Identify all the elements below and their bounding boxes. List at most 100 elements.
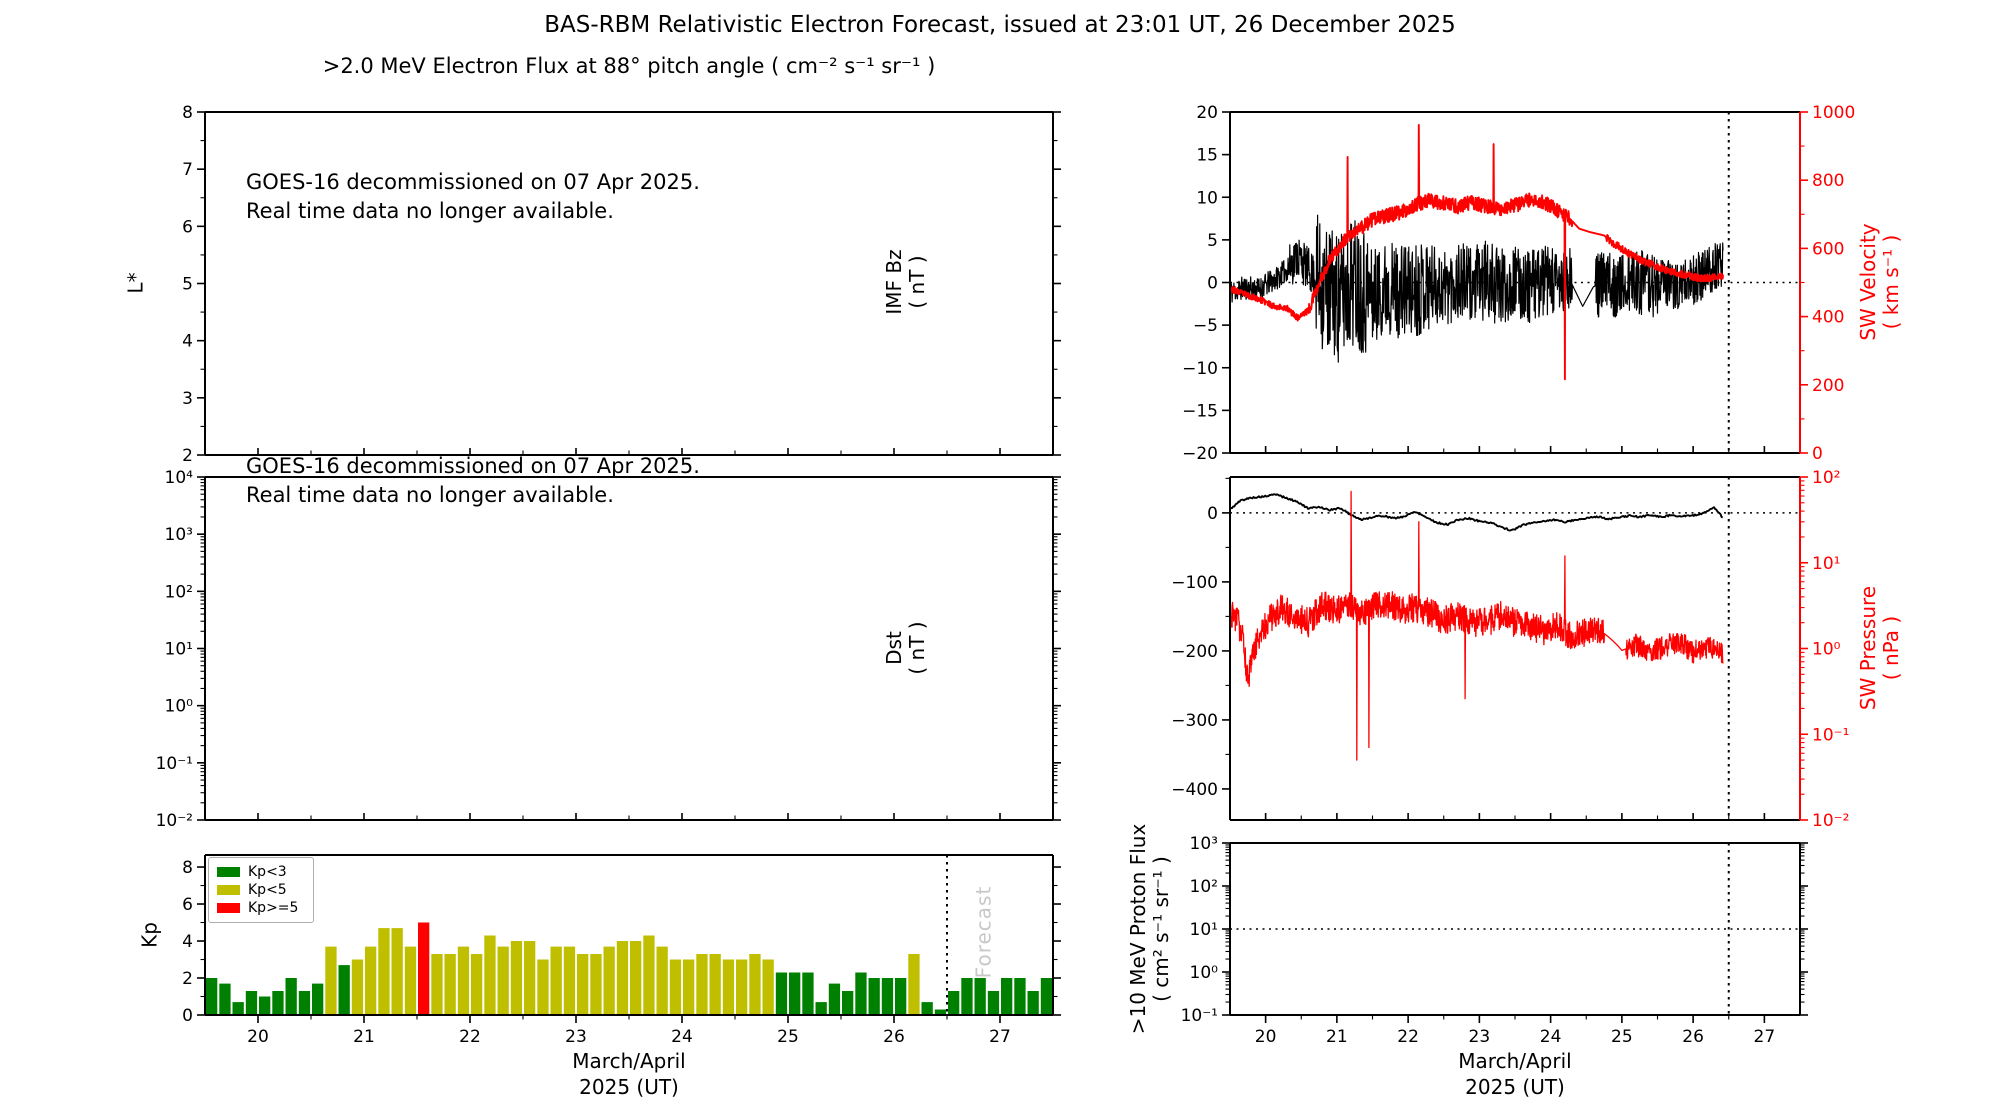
kp-bar — [272, 991, 284, 1015]
kp-bar — [789, 972, 801, 1015]
tick-label: 0 — [182, 1006, 193, 1026]
kp-bar — [365, 946, 377, 1015]
kp-bar — [749, 954, 761, 1015]
tick-label: 10⁻² — [156, 811, 193, 831]
series-sw-pressure — [1230, 490, 1724, 761]
kp-bar — [948, 991, 960, 1015]
series-imf-bz — [1230, 214, 1724, 363]
figure-title: BAS-RBM Relativistic Electron Forecast, … — [544, 12, 1456, 38]
kp-bar — [643, 935, 655, 1015]
legend-item-kp-lt3: Kp<3 — [217, 863, 305, 881]
legend-swatch-green — [217, 867, 240, 877]
kp-bar — [312, 983, 324, 1015]
tick-label: 6 — [182, 217, 193, 237]
goes16-annotation-middle: GOES-16 decommissioned on 07 Apr 2025. R… — [246, 452, 700, 510]
kp-bar — [802, 972, 814, 1015]
kp-bar — [245, 991, 258, 1015]
kp-bar — [524, 941, 536, 1015]
tick-label: −200 — [1171, 642, 1218, 662]
tick-label: 10¹ — [165, 640, 193, 660]
annotation-line: GOES-16 decommissioned on 07 Apr 2025. — [246, 170, 700, 194]
kp-bar — [1001, 978, 1013, 1015]
axis-label-line: ( cm² s⁻¹ sr⁻¹ ) — [1149, 856, 1173, 1002]
kp-bar — [550, 946, 562, 1015]
panel-proton_flux: 10³ 10² 10¹ 10⁰ 10⁻¹ 20 21 22 23 24 25 26 27 — [1181, 834, 1808, 1047]
series-sw-velocity — [1230, 124, 1724, 381]
legend-label: Kp<5 — [248, 882, 287, 898]
tick-label: 23 — [565, 1027, 587, 1047]
kp-bar — [537, 959, 549, 1015]
panel-electron_flux_log: 10⁴ 10³ 10² 10¹ 10⁰ 10⁻¹ 10⁻² — [156, 468, 1061, 831]
xaxis-label-line: 2025 (UT) — [1465, 1075, 1565, 1099]
kp-bar — [232, 1002, 244, 1015]
tick-label: 24 — [1540, 1027, 1562, 1047]
tick-label: 10¹ — [1812, 554, 1840, 574]
tick-label: −5 — [1193, 316, 1218, 336]
axis-label-line: ( nT ) — [905, 621, 929, 675]
kp-bar — [722, 959, 735, 1015]
series-dst — [1230, 493, 1724, 532]
tick-label: 10⁻² — [1812, 811, 1849, 831]
kp-bar — [842, 991, 854, 1015]
axis-label-line: ( nPa ) — [1879, 615, 1903, 681]
tick-label: 10³ — [1190, 834, 1218, 854]
tick-label: 0 — [1207, 504, 1218, 524]
kp-bar — [391, 928, 403, 1015]
tick-label: 3 — [182, 389, 193, 409]
kp-bar — [683, 959, 695, 1015]
tick-label: 23 — [1469, 1027, 1491, 1047]
kp-bar — [1027, 991, 1039, 1015]
tick-label: 5 — [1207, 231, 1218, 251]
panel-imf_sw: 20 15 10 5 0 −5 −10 −15 −20 1000 800 600 400 200 0 — [1182, 103, 1855, 464]
tick-label: 5 — [182, 275, 193, 295]
kp-bar — [484, 935, 496, 1015]
kp-bar — [418, 922, 430, 1015]
axis-label-line: >10 MeV Proton Flux — [1126, 823, 1150, 1035]
tick-label: 10² — [165, 582, 193, 602]
kp-bar — [908, 954, 920, 1015]
tick-label: 24 — [671, 1027, 693, 1047]
legend-item-kp-ge5: Kp>=5 — [217, 899, 305, 917]
tick-label: 22 — [459, 1027, 481, 1047]
tick-label: 2 — [182, 969, 193, 989]
tick-label: 10³ — [165, 525, 193, 545]
tick-label: 27 — [1754, 1027, 1776, 1047]
legend-swatch-yellow — [217, 885, 240, 895]
tick-label: 25 — [777, 1027, 799, 1047]
kp-bar — [378, 928, 390, 1015]
kp-bar — [630, 941, 642, 1015]
legend-item-kp-lt5: Kp<5 — [217, 881, 305, 899]
kp-bar — [828, 983, 841, 1015]
tick-label: 22 — [1397, 1027, 1419, 1047]
goes16-annotation-top: GOES-16 decommissioned on 07 Apr 2025. R… — [246, 168, 700, 226]
kp-bar — [206, 978, 218, 1015]
tick-label: 0 — [1207, 274, 1218, 294]
kp-bar — [404, 946, 417, 1015]
tick-label: 20 — [1196, 103, 1218, 123]
tick-label: 10⁰ — [1190, 963, 1219, 983]
electron-flux-panel-title: >2.0 MeV Electron Flux at 88° pitch angl… — [322, 54, 936, 78]
tick-label: 10⁰ — [1812, 640, 1841, 660]
kp-bar — [656, 946, 668, 1015]
tick-label: 26 — [1682, 1027, 1704, 1047]
tick-label: 25 — [1611, 1027, 1633, 1047]
kp-bar — [219, 983, 231, 1015]
kp-bar — [934, 1009, 947, 1015]
tick-label: 27 — [989, 1027, 1011, 1047]
kp-bar — [709, 954, 721, 1015]
kp-bar — [1014, 978, 1026, 1015]
tick-label: 6 — [182, 895, 193, 915]
legend-swatch-red — [217, 903, 240, 913]
kp-bar — [921, 1002, 933, 1015]
kp-bar — [603, 946, 615, 1015]
kp-bar — [1040, 978, 1053, 1015]
axis-label-line: SW Velocity — [1856, 223, 1880, 341]
tick-label: −400 — [1171, 780, 1218, 800]
kp-bar — [961, 978, 973, 1015]
legend-label: Kp>=5 — [248, 900, 299, 916]
kp-bar — [431, 954, 443, 1015]
kp-bar — [895, 978, 907, 1015]
tick-label: 7 — [182, 160, 193, 180]
